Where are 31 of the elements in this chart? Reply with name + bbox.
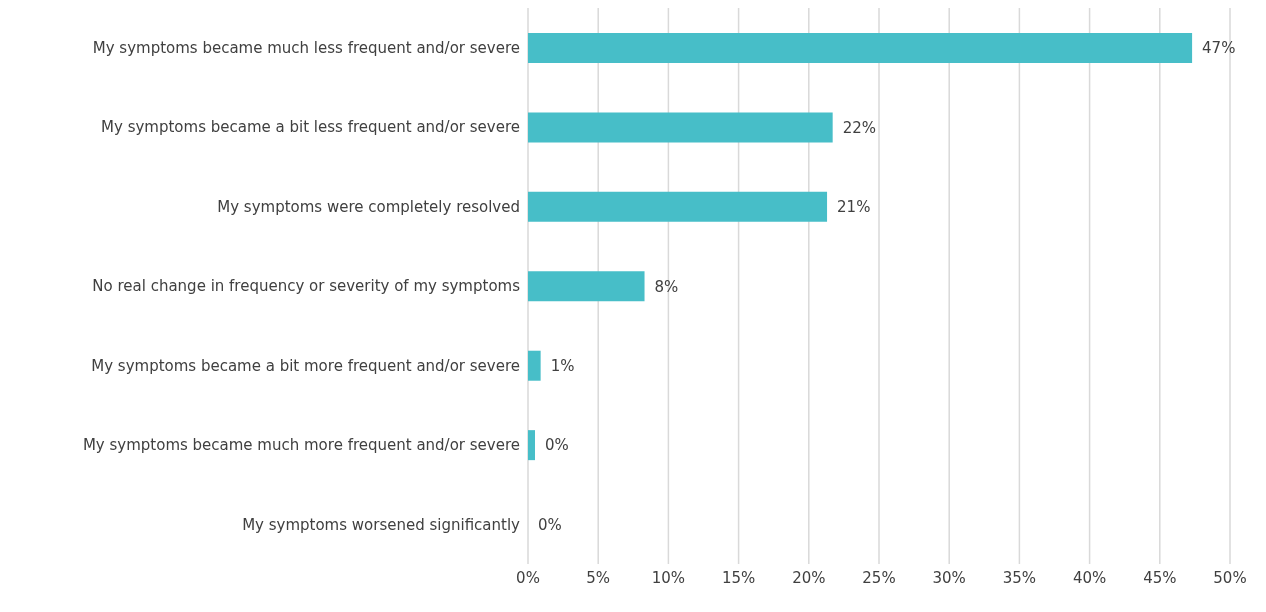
data-label: 1% (550, 357, 575, 376)
bar (528, 33, 1193, 63)
data-label: 22% (842, 118, 877, 137)
data-label: 8% (654, 277, 679, 296)
bar (528, 112, 833, 143)
y-tick-label: My symptoms became much more frequent and/or severe (82, 436, 520, 455)
bar (528, 191, 828, 222)
x-tick-label: 15% (721, 568, 756, 587)
bar (528, 271, 645, 302)
y-tick-label: No real change in frequency or severity of my symptoms (92, 277, 521, 296)
data-label: 21% (837, 198, 871, 217)
x-tick-label: 50% (1213, 568, 1247, 587)
bar (528, 350, 541, 381)
data-label: 0% (538, 515, 562, 534)
data-label: 0% (545, 436, 569, 455)
y-tick-label: My symptoms became a bit less frequent and/or severe (101, 118, 520, 137)
y-tick-label: My symptoms were completely resolved (217, 197, 520, 216)
y-tick-label: My symptoms worsened significantly (242, 515, 521, 534)
x-tick-label: 20% (792, 568, 826, 587)
data-label: 47% (1202, 39, 1236, 58)
x-tick-label: 5% (586, 568, 611, 587)
y-tick-label: My symptoms became a bit more frequent and/or severe (91, 356, 520, 375)
x-tick-label: 30% (932, 568, 966, 587)
x-tick-label: 25% (862, 568, 896, 587)
y-tick-label: My symptoms became much less frequent and/or severe (92, 39, 520, 58)
x-tick-label: 10% (651, 568, 686, 587)
x-tick-label: 0% (516, 568, 540, 587)
bar (528, 430, 536, 461)
x-tick-label: 35% (1002, 568, 1037, 587)
x-tick-label: 40% (1072, 568, 1107, 587)
x-tick-label: 45% (1143, 568, 1177, 587)
